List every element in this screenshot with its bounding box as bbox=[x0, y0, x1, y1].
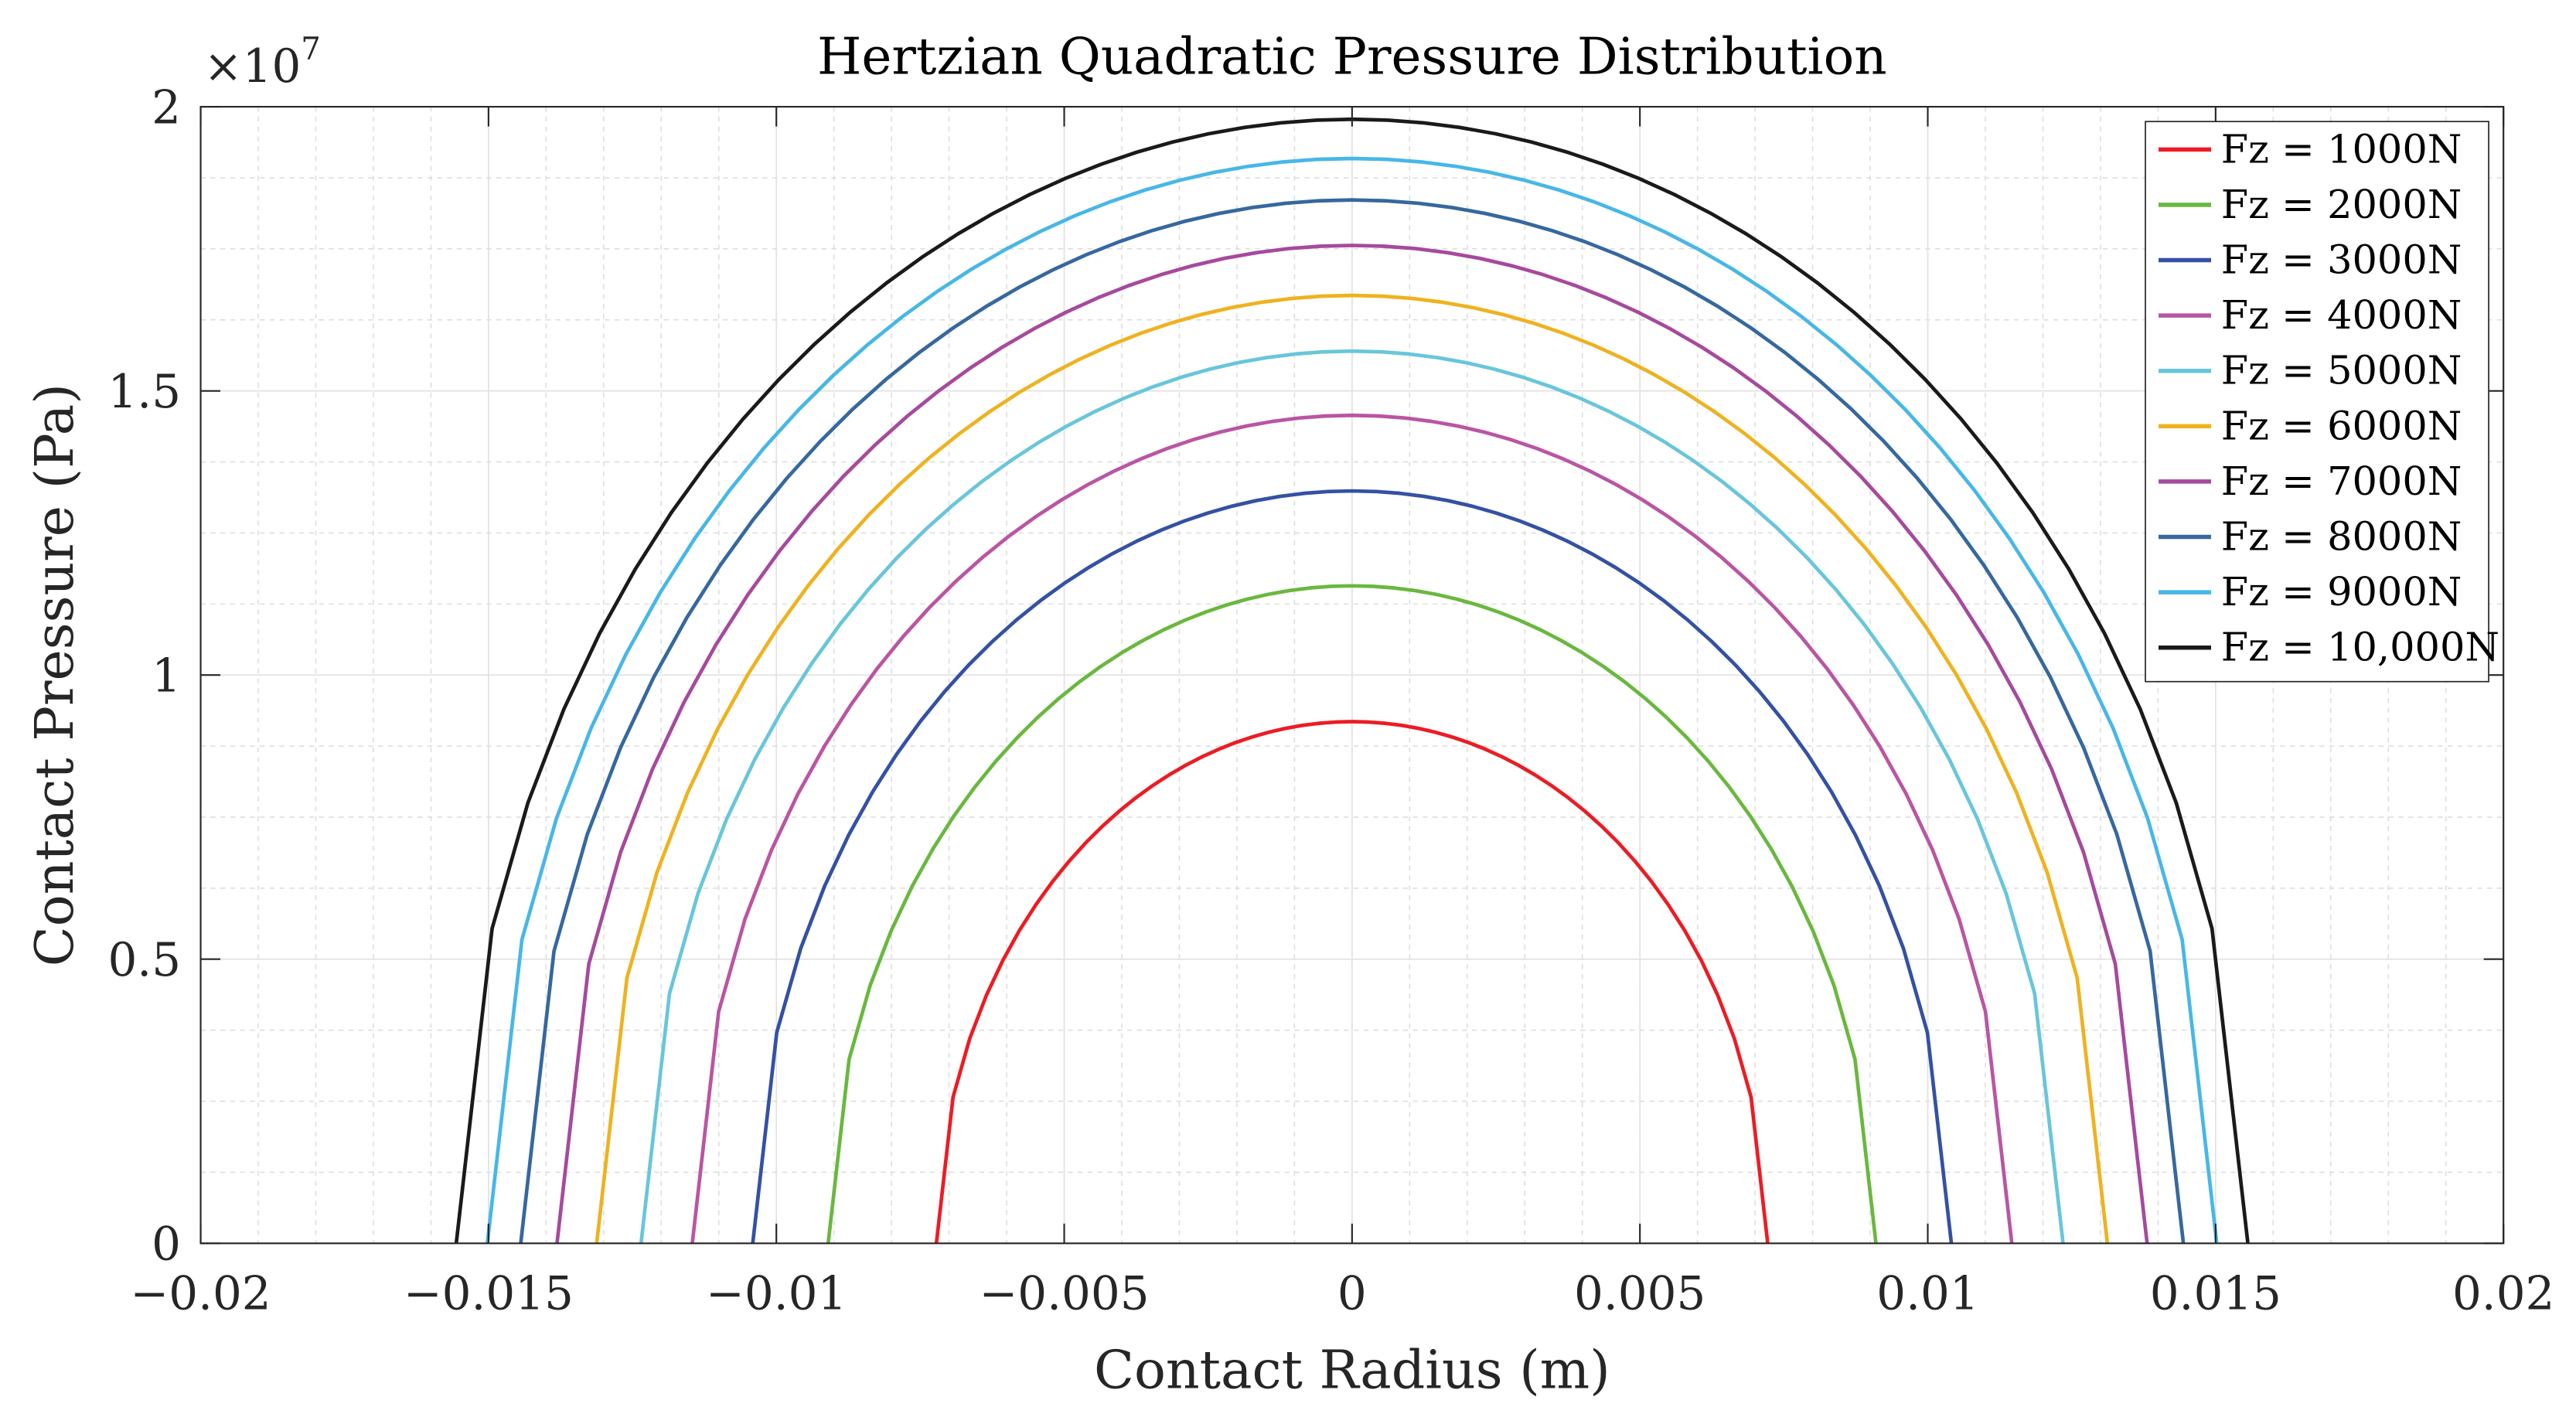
x-tick-label: −0.005 bbox=[979, 1267, 1149, 1320]
legend: Fz = 1000N Fz = 2000N Fz = 3000N Fz = 4000N… bbox=[2145, 121, 2499, 683]
series-curve-6000 bbox=[595, 293, 2110, 1244]
series-curve-3000 bbox=[751, 489, 1954, 1244]
series-curve-2000 bbox=[826, 584, 1878, 1244]
x-tick-label: 0 bbox=[1337, 1267, 1367, 1320]
legend-label: Fz = 3000N bbox=[2221, 238, 2462, 284]
series-curve-4000 bbox=[690, 413, 2014, 1244]
legend-box bbox=[2145, 121, 2489, 683]
series-curve-1000 bbox=[934, 720, 1770, 1244]
x-tick-label: −0.02 bbox=[130, 1267, 271, 1320]
y-axis-label: Contact Pressure (Pa) bbox=[25, 383, 86, 966]
series-curve-8000 bbox=[519, 198, 2186, 1244]
y-exponent-label: ×107 bbox=[204, 30, 321, 94]
chart-title: Hertzian Quadratic Pressure Distribution bbox=[817, 27, 1887, 87]
legend-label: Fz = 10,000N bbox=[2221, 625, 2499, 671]
legend-label: Fz = 9000N bbox=[2221, 570, 2462, 615]
legend-label: Fz = 8000N bbox=[2221, 515, 2462, 560]
legend-label: Fz = 6000N bbox=[2221, 404, 2462, 449]
x-tick-label: −0.015 bbox=[404, 1267, 574, 1320]
x-tick-label: 0.005 bbox=[1574, 1267, 1705, 1320]
legend-label: Fz = 1000N bbox=[2221, 127, 2462, 172]
series-curve-9000 bbox=[486, 156, 2219, 1244]
x-tick-label: 0.01 bbox=[1876, 1267, 1978, 1320]
y-exponent-power: 7 bbox=[301, 30, 321, 66]
axis-ticks: −0.02 −0.015 −0.01 −0.005 0 0.005 0.01 0.015 0.0… bbox=[107, 81, 2554, 1320]
legend-label: Fz = 2000N bbox=[2221, 182, 2462, 228]
y-tick-label: 0 bbox=[152, 1218, 181, 1272]
legend-label: Fz = 5000N bbox=[2221, 349, 2462, 394]
x-axis-label: Contact Radius (m) bbox=[1094, 1340, 1610, 1401]
x-tick-label: −0.01 bbox=[706, 1267, 847, 1320]
x-tick-label: 0.015 bbox=[2150, 1267, 2281, 1320]
y-exponent-base: ×10 bbox=[204, 40, 302, 94]
y-tick-label: 1.5 bbox=[107, 366, 181, 419]
x-tick-label: 0.02 bbox=[2452, 1267, 2554, 1320]
y-tick-label: 2 bbox=[152, 81, 181, 135]
y-tick-label: 1 bbox=[152, 649, 181, 703]
legend-label: Fz = 4000N bbox=[2221, 293, 2462, 339]
y-tick-label: 0.5 bbox=[107, 934, 181, 987]
legend-label: Fz = 7000N bbox=[2221, 459, 2462, 505]
series-curve-7000 bbox=[555, 244, 2149, 1244]
series-curve-5000 bbox=[639, 349, 2065, 1244]
